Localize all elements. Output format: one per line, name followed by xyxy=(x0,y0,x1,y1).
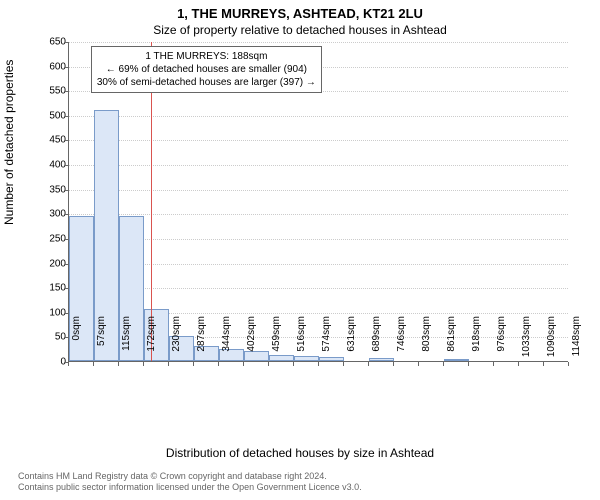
x-tick-mark xyxy=(468,362,469,366)
callout-line: 1 THE MURREYS: 188sqm xyxy=(97,50,316,63)
x-tick-mark xyxy=(543,362,544,366)
y-tick-label: 500 xyxy=(36,110,66,121)
y-tick-mark xyxy=(64,91,68,92)
y-tick-mark xyxy=(64,165,68,166)
y-tick-mark xyxy=(64,239,68,240)
x-tick-mark xyxy=(318,362,319,366)
x-tick-label: 1148sqm xyxy=(571,316,582,364)
x-tick-mark xyxy=(268,362,269,366)
x-tick-mark xyxy=(293,362,294,366)
x-tick-mark xyxy=(493,362,494,366)
x-tick-mark xyxy=(118,362,119,366)
x-tick-mark xyxy=(568,362,569,366)
footer-line: Contains HM Land Registry data © Crown c… xyxy=(18,471,362,483)
x-tick-label: 631sqm xyxy=(346,316,357,364)
x-tick-mark xyxy=(443,362,444,366)
y-tick-mark xyxy=(64,264,68,265)
gridline-h xyxy=(69,165,568,166)
x-tick-label: 516sqm xyxy=(296,316,307,364)
y-tick-label: 400 xyxy=(36,160,66,171)
y-tick-label: 650 xyxy=(36,37,66,48)
y-tick-mark xyxy=(64,67,68,68)
callout-line: ← 69% of detached houses are smaller (90… xyxy=(97,63,316,76)
y-tick-label: 350 xyxy=(36,184,66,195)
y-tick-mark xyxy=(64,214,68,215)
x-tick-mark xyxy=(168,362,169,366)
footer-line: Contains public sector information licen… xyxy=(18,482,362,494)
y-tick-mark xyxy=(64,140,68,141)
x-tick-mark xyxy=(343,362,344,366)
y-tick-label: 200 xyxy=(36,258,66,269)
x-tick-label: 1090sqm xyxy=(546,316,557,364)
x-tick-mark xyxy=(218,362,219,366)
y-tick-label: 550 xyxy=(36,86,66,97)
y-tick-label: 150 xyxy=(36,283,66,294)
x-tick-label: 976sqm xyxy=(496,316,507,364)
x-tick-label: 746sqm xyxy=(396,316,407,364)
y-tick-mark xyxy=(64,190,68,191)
y-tick-mark xyxy=(64,116,68,117)
x-tick-mark xyxy=(143,362,144,366)
x-tick-label: 172sqm xyxy=(146,316,157,364)
plot-area: 1 THE MURREYS: 188sqm ← 69% of detached … xyxy=(68,42,568,362)
x-tick-mark xyxy=(93,362,94,366)
gridline-h xyxy=(69,116,568,117)
gridline-h xyxy=(69,140,568,141)
chart-area: 1 THE MURREYS: 188sqm ← 69% of detached … xyxy=(40,42,580,412)
y-tick-label: 600 xyxy=(36,61,66,72)
x-tick-label: 230sqm xyxy=(171,316,182,364)
marker-callout: 1 THE MURREYS: 188sqm ← 69% of detached … xyxy=(91,46,322,93)
gridline-h xyxy=(69,190,568,191)
x-tick-mark xyxy=(368,362,369,366)
x-tick-mark xyxy=(518,362,519,366)
x-tick-label: 918sqm xyxy=(471,316,482,364)
gridline-h xyxy=(69,42,568,43)
x-tick-label: 287sqm xyxy=(196,316,207,364)
x-tick-mark xyxy=(418,362,419,366)
y-tick-label: 0 xyxy=(36,357,66,368)
footer-attribution: Contains HM Land Registry data © Crown c… xyxy=(18,471,362,494)
chart-title-main: 1, THE MURREYS, ASHTEAD, KT21 2LU xyxy=(0,0,600,21)
y-tick-label: 300 xyxy=(36,209,66,220)
x-tick-mark xyxy=(193,362,194,366)
x-tick-label: 689sqm xyxy=(371,316,382,364)
y-tick-mark xyxy=(64,313,68,314)
y-axis-label: Number of detached properties xyxy=(2,60,16,225)
x-axis-label: Distribution of detached houses by size … xyxy=(0,446,600,460)
x-tick-label: 574sqm xyxy=(321,316,332,364)
x-tick-label: 861sqm xyxy=(446,316,457,364)
y-tick-mark xyxy=(64,288,68,289)
x-tick-label: 1033sqm xyxy=(521,316,532,364)
chart-title-sub: Size of property relative to detached ho… xyxy=(0,21,600,37)
x-tick-mark xyxy=(68,362,69,366)
y-tick-label: 100 xyxy=(36,307,66,318)
x-tick-label: 344sqm xyxy=(221,316,232,364)
y-tick-label: 450 xyxy=(36,135,66,146)
y-tick-mark xyxy=(64,42,68,43)
x-tick-label: 115sqm xyxy=(121,316,132,364)
y-tick-label: 250 xyxy=(36,233,66,244)
x-tick-label: 459sqm xyxy=(271,316,282,364)
y-tick-label: 50 xyxy=(36,332,66,343)
x-tick-label: 0sqm xyxy=(71,316,82,364)
x-tick-label: 57sqm xyxy=(96,316,107,364)
x-tick-label: 402sqm xyxy=(246,316,257,364)
x-tick-mark xyxy=(243,362,244,366)
y-tick-mark xyxy=(64,337,68,338)
x-tick-mark xyxy=(393,362,394,366)
x-tick-label: 803sqm xyxy=(421,316,432,364)
callout-line: 30% of semi-detached houses are larger (… xyxy=(97,76,316,89)
